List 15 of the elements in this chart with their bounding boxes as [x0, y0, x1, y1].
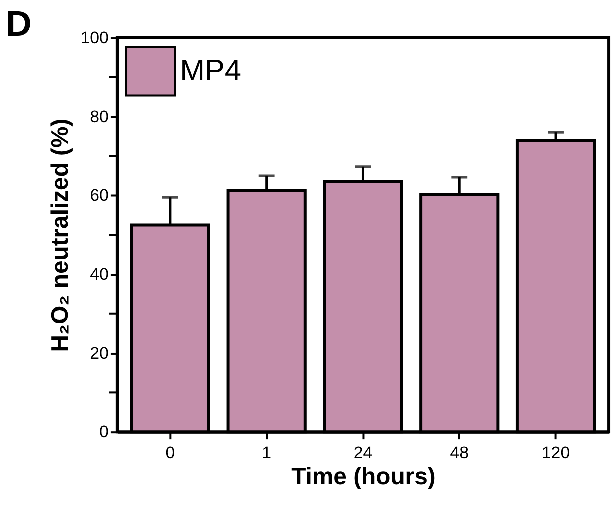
y-tick-label: 80	[90, 107, 109, 126]
x-tick-label: 1	[262, 443, 272, 462]
x-tick-label: 0	[166, 443, 176, 462]
y-axis-title: H₂O₂ neutralized (%)	[46, 118, 74, 352]
y-tick-label: 100	[80, 28, 109, 48]
y-tick-label: 20	[90, 344, 109, 363]
y-tick-label: 60	[90, 186, 109, 206]
x-axis-title: Time (hours)	[292, 463, 436, 490]
x-tick-label: 24	[354, 443, 373, 462]
text: D	[6, 4, 32, 44]
y-tick-label: 40	[90, 264, 109, 284]
x-tick-label: 48	[450, 443, 470, 462]
legend-label: MP4	[180, 54, 242, 88]
x-tick-label: 120	[542, 443, 570, 462]
y-tick-label: 0	[100, 422, 109, 442]
